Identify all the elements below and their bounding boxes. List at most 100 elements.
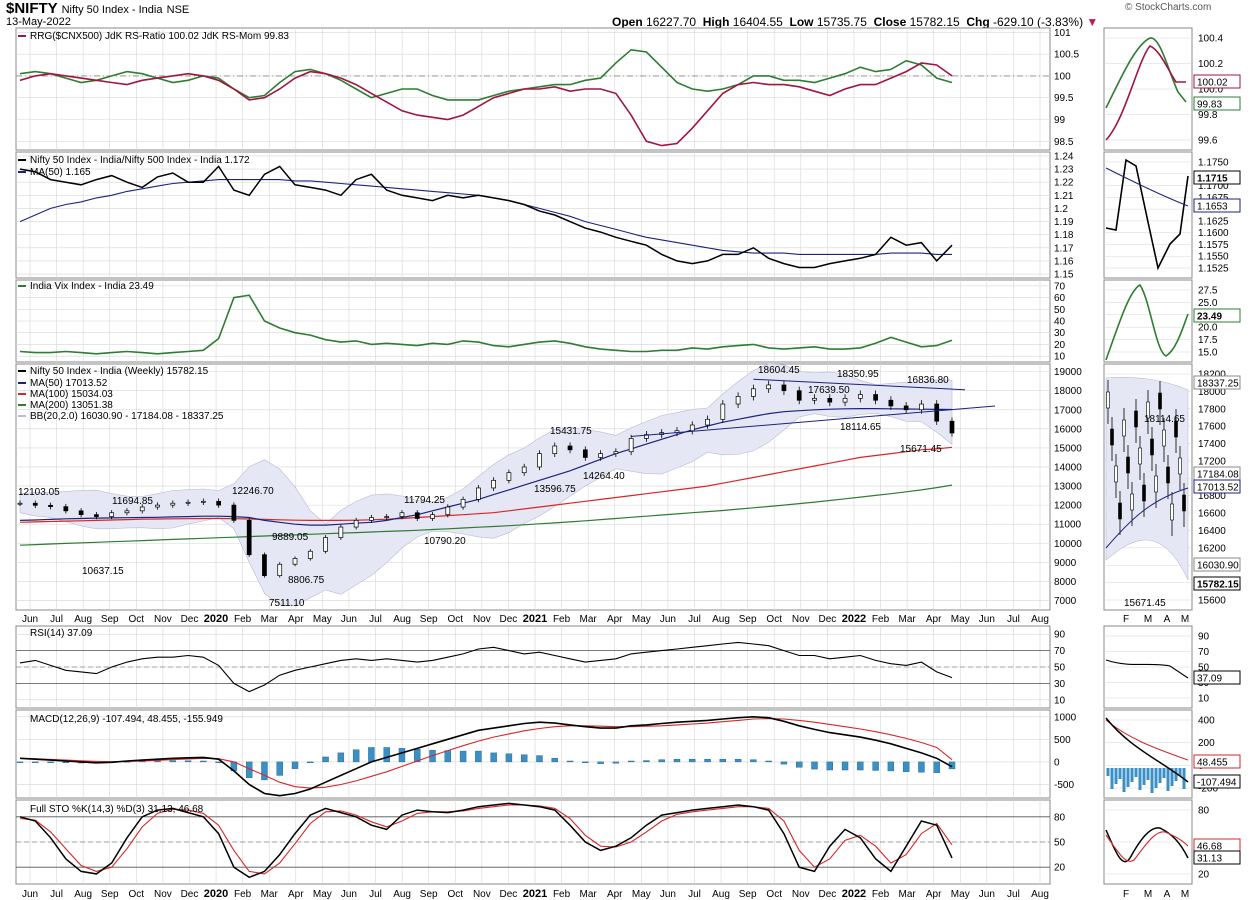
x-axis-top-label: Jun bbox=[341, 614, 357, 625]
right-macd-bar bbox=[1146, 768, 1150, 780]
x-axis-top-label: Aug bbox=[393, 614, 411, 625]
x-axis-top-label: Dec bbox=[818, 614, 836, 625]
close-label: Close bbox=[873, 15, 907, 29]
x-axis-top-label: Sep bbox=[101, 614, 119, 625]
x-axis-bottom-label: Jun bbox=[660, 889, 676, 900]
candle-body bbox=[155, 504, 160, 508]
x-axis-top-label: Dec bbox=[181, 614, 199, 625]
candle-body bbox=[751, 388, 756, 397]
x-axis-bottom-label: Mar bbox=[580, 889, 598, 900]
x-axis-bottom-label: Jul bbox=[369, 889, 382, 900]
ohlc-readout: Open 16227.70 High 16404.55 Low 15735.75… bbox=[612, 15, 1098, 29]
panel-title: Nifty 50 Index - India (Weekly) 15782.15 bbox=[30, 366, 209, 377]
chg-label: Chg bbox=[966, 15, 990, 29]
x-axis-bottom-label: Dec bbox=[818, 889, 836, 900]
candle-body bbox=[292, 558, 298, 565]
x-axis-bottom-label: Jul bbox=[50, 889, 63, 900]
x-axis-top-label: Jul bbox=[1007, 614, 1020, 625]
candle-body bbox=[384, 516, 390, 518]
x-axis-top-label: Jun bbox=[660, 614, 676, 625]
rs-mom-line bbox=[19, 48, 953, 101]
candle-body bbox=[323, 537, 328, 552]
y-tick-label: 1.24 bbox=[1054, 151, 1074, 162]
macd-histogram-bar bbox=[627, 760, 635, 763]
x-axis-top-label: Mar bbox=[580, 614, 598, 625]
x-axis-top-label: May bbox=[951, 614, 970, 625]
candle-body bbox=[598, 453, 603, 458]
right-candle bbox=[1182, 494, 1186, 512]
x-axis-bottom-label: Mar bbox=[898, 889, 916, 900]
x-axis-bottom-label: Aug bbox=[393, 889, 411, 900]
candle-body bbox=[582, 449, 588, 458]
right-y-tick: 16600 bbox=[1198, 509, 1226, 520]
open-label: Open bbox=[612, 15, 643, 29]
right-macd-bar bbox=[1166, 768, 1170, 791]
candle-body bbox=[139, 506, 145, 512]
candle-body bbox=[567, 445, 573, 451]
x-axis-top-label: Nov bbox=[473, 614, 491, 625]
y-tick-label: 30 bbox=[1054, 679, 1066, 690]
right-vix bbox=[1105, 283, 1189, 361]
candle-body bbox=[170, 502, 176, 506]
right-candle bbox=[1174, 420, 1178, 438]
high-label: High bbox=[702, 15, 730, 29]
candle-body bbox=[506, 472, 512, 481]
y-tick-label: 60 bbox=[1054, 293, 1066, 304]
right-y-tick: 1.1625 bbox=[1198, 216, 1229, 227]
y-tick-label: 10 bbox=[1054, 695, 1066, 706]
candle-body bbox=[262, 554, 267, 577]
candle-body bbox=[705, 418, 710, 426]
candle-body bbox=[78, 510, 84, 516]
right-y-tick: 15.0 bbox=[1198, 348, 1218, 359]
x-axis-top-label: Nov bbox=[154, 614, 172, 625]
y-tick-label: 16000 bbox=[1054, 424, 1082, 435]
right-y-tick: 1.1700 bbox=[1198, 181, 1229, 192]
macd-histogram-bar bbox=[887, 761, 895, 772]
y-tick-label: 1.15 bbox=[1054, 270, 1074, 281]
right-candle bbox=[1114, 465, 1118, 483]
x-axis-bottom-label: Jul bbox=[1007, 889, 1020, 900]
macd-histogram-bar bbox=[689, 758, 696, 763]
x-axis-top-label: Feb bbox=[553, 614, 571, 625]
x-axis-bottom-label: Sep bbox=[101, 889, 119, 900]
macd-histogram-bar bbox=[414, 749, 421, 763]
macd-histogram-bar bbox=[704, 758, 711, 763]
macd-histogram-bar bbox=[566, 760, 574, 763]
y-tick-label: 90 bbox=[1054, 630, 1066, 641]
right-y-tick: 20 bbox=[1198, 870, 1210, 881]
y-tick-label: 15000 bbox=[1054, 443, 1082, 454]
right-y-tick: 1.1550 bbox=[1198, 252, 1229, 263]
value-tag-text: 18337.25 bbox=[1197, 379, 1239, 390]
right-y-tick: 1.1750 bbox=[1198, 158, 1229, 169]
price-annotation: 13596.75 bbox=[534, 484, 576, 495]
x-axis-bottom-label: May bbox=[313, 889, 332, 900]
down-arrow-icon: ▼ bbox=[1086, 15, 1099, 29]
candle-body bbox=[903, 405, 909, 411]
candle-body bbox=[796, 390, 802, 401]
right-candle bbox=[1110, 428, 1114, 446]
legend-ma50: MA(50) 1.165 bbox=[30, 167, 91, 178]
macd-histogram-bar bbox=[47, 761, 54, 763]
x-axis-bottom-label: Mar bbox=[261, 889, 279, 900]
right-y-tick: 20.0 bbox=[1198, 323, 1218, 334]
x-axis-bottom-label: Nov bbox=[154, 889, 172, 900]
price-annotation: 16836.80 bbox=[907, 375, 949, 386]
macd-histogram-bar bbox=[383, 747, 390, 763]
price-annotation: 15431.75 bbox=[550, 426, 592, 437]
ratio-line bbox=[19, 165, 953, 269]
x-axis-bottom-label: Apr bbox=[288, 889, 304, 900]
candle-body bbox=[94, 514, 99, 517]
x-axis-top-label: Dec bbox=[500, 614, 518, 625]
y-tick-label: 1.22 bbox=[1054, 178, 1074, 189]
value-tag bbox=[1193, 308, 1241, 323]
rs-ratio-line bbox=[19, 62, 953, 147]
macd-histogram-bar bbox=[368, 747, 375, 763]
right-candle bbox=[1106, 391, 1110, 409]
candle-body bbox=[888, 399, 894, 407]
candle-body bbox=[842, 397, 848, 403]
value-tag bbox=[1193, 670, 1241, 685]
price-annotation: 9889.05 bbox=[272, 532, 309, 543]
right-candle bbox=[1138, 447, 1142, 465]
right-macd-bar bbox=[1158, 768, 1162, 783]
